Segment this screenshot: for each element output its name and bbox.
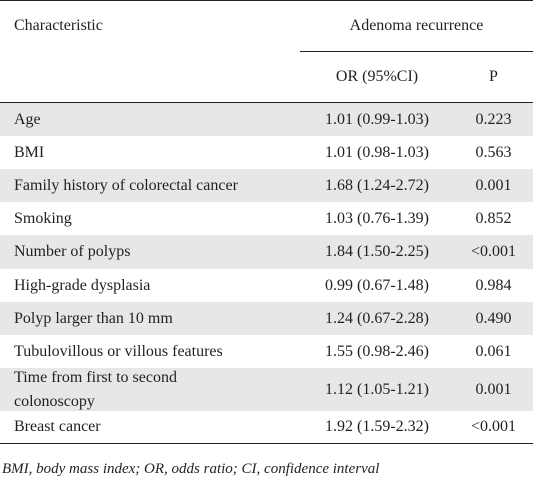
- table-row: Smoking 1.03 (0.76-1.39) 0.852: [0, 202, 533, 235]
- characteristic-cell: Family history of colorectal cancer: [14, 176, 238, 194]
- p-value-cell: 0.490: [475, 309, 512, 327]
- characteristic-cell: Age: [14, 110, 41, 128]
- table-row: Breast cancer 1.92 (1.59-2.32) <0.001: [0, 411, 533, 443]
- p-value-cell: 0.061: [475, 342, 512, 360]
- table-row: Age 1.01 (0.99-1.03) 0.223: [0, 103, 533, 136]
- p-value-cell: 0.852: [475, 209, 512, 227]
- characteristic-cell: Breast cancer: [14, 418, 101, 435]
- p-value-cell: <0.001: [470, 418, 517, 435]
- or-column-header: OR (95%CI): [335, 68, 419, 85]
- p-column-header: P: [489, 68, 498, 85]
- bottom-rule: [0, 443, 533, 444]
- or-cell: 1.84 (1.50-2.25): [325, 243, 429, 260]
- or-cell: 0.99 (0.67-1.48): [325, 276, 429, 294]
- or-cell: 1.92 (1.59-2.32): [325, 418, 429, 435]
- table-body: Age 1.01 (0.99-1.03) 0.223 BMI 1.01 (0.98-1.…: [0, 103, 533, 443]
- characteristic-cell: Polyp larger than 10 mm: [14, 309, 173, 327]
- characteristic-cell: High-grade dysplasia: [14, 276, 151, 294]
- or-cell: 1.24 (0.67-2.28): [325, 309, 429, 327]
- table-header: Characteristic Adenoma recurrence OR (95…: [0, 0, 533, 103]
- characteristic-cell: BMI: [14, 143, 45, 161]
- or-cell: 1.01 (0.99-1.03): [325, 110, 429, 128]
- or-cell: 1.03 (0.76-1.39): [325, 209, 429, 227]
- p-value-cell: <0.001: [470, 243, 517, 260]
- or-cell: 1.55 (0.98-2.46): [325, 342, 429, 360]
- characteristic-header: Characteristic: [14, 17, 103, 34]
- characteristic-cell: Smoking: [14, 209, 72, 227]
- group-underline: [300, 51, 533, 52]
- table-row: High-grade dysplasia 0.99 (0.67-1.48) 0.98…: [0, 269, 533, 302]
- p-value-cell: 0.001: [475, 380, 512, 398]
- p-value-cell: 0.984: [475, 276, 512, 294]
- or-cell: 1.01 (0.98-1.03): [325, 143, 429, 161]
- p-value-cell: 0.223: [475, 110, 512, 128]
- or-cell: 1.12 (1.05-1.21): [325, 380, 429, 398]
- p-value-cell: 0.563: [475, 143, 512, 161]
- p-value-cell: 0.001: [475, 176, 512, 194]
- table-row: Number of polyps 1.84 (1.50-2.25) <0.001: [0, 235, 533, 269]
- table-row: BMI 1.01 (0.98-1.03) 0.563: [0, 136, 533, 169]
- or-cell: 1.68 (1.24-2.72): [325, 176, 429, 194]
- footnote: BMI, body mass index; OR, odds ratio; CI…: [2, 461, 380, 477]
- characteristic-cell: Time from first to second colonoscopy: [14, 368, 177, 410]
- table-row: Family history of colorectal cancer 1.68 …: [0, 169, 533, 202]
- results-table: Characteristic Adenoma recurrence OR (95…: [0, 0, 533, 444]
- characteristic-cell: Number of polyps: [14, 243, 131, 260]
- characteristic-cell: Tubulovillous or villous features: [14, 342, 223, 360]
- table-row: Time from first to second colonoscopy 1.1…: [0, 368, 533, 411]
- table-row: Polyp larger than 10 mm 1.24 (0.67-2.28) 0…: [0, 302, 533, 335]
- adenoma-recurrence-header: Adenoma recurrence: [349, 17, 484, 34]
- table-row: Tubulovillous or villous features 1.55 (0…: [0, 335, 533, 368]
